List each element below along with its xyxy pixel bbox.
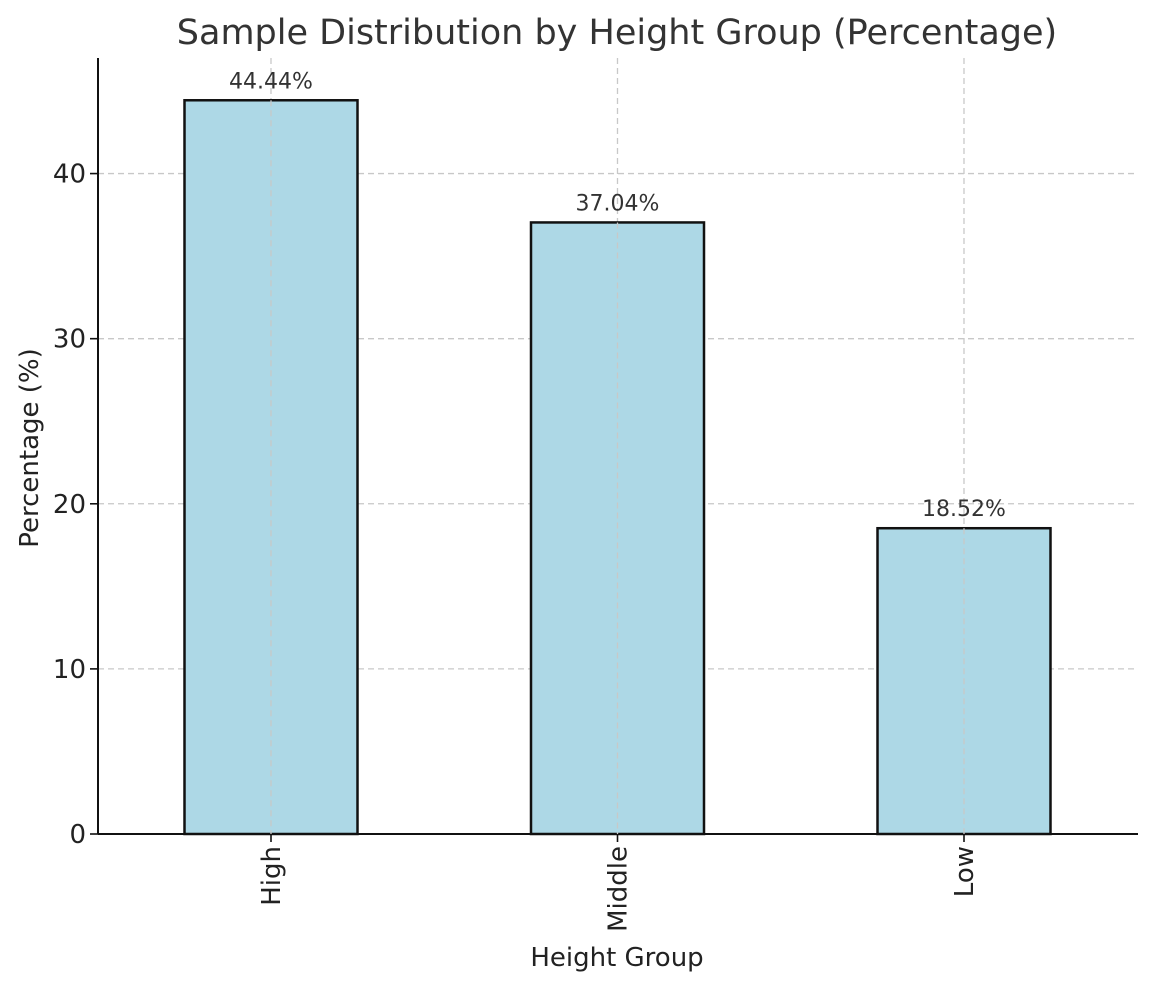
x-tick-label-high: High bbox=[257, 846, 287, 906]
data-label-middle: 37.04% bbox=[576, 191, 660, 216]
y-tick-label: 40 bbox=[53, 160, 86, 190]
x-tick-label-middle: Middle bbox=[604, 846, 634, 932]
labels: 0 10 20 30 40 44.44% 37.04% 18.52% High Middle Low bbox=[53, 69, 1006, 932]
y-tick-label: 10 bbox=[53, 655, 86, 685]
x-tick-label-low: Low bbox=[950, 846, 980, 897]
x-axis-label: Height Group bbox=[530, 943, 703, 973]
y-tick-label: 0 bbox=[69, 820, 86, 850]
y-axis-label: Percentage (%) bbox=[15, 348, 45, 548]
data-label-low: 18.52% bbox=[922, 497, 1006, 522]
y-tick-label: 20 bbox=[53, 490, 86, 520]
data-label-high: 44.44% bbox=[229, 69, 313, 94]
y-tick-label: 30 bbox=[53, 325, 86, 355]
chart-title: Sample Distribution by Height Group (Per… bbox=[177, 13, 1057, 53]
